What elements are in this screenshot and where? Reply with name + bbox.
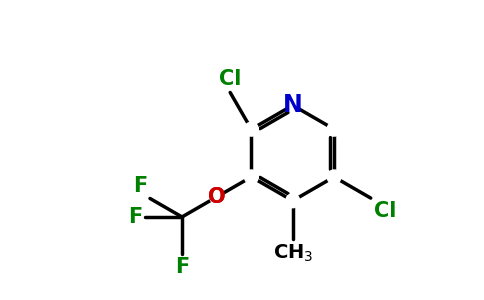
Circle shape xyxy=(286,98,300,112)
Text: Cl: Cl xyxy=(374,201,396,221)
Text: O: O xyxy=(208,187,226,207)
Circle shape xyxy=(244,122,258,136)
Text: F: F xyxy=(133,176,147,196)
Circle shape xyxy=(210,190,224,204)
Text: Cl: Cl xyxy=(219,69,242,89)
Circle shape xyxy=(327,122,341,136)
Text: O: O xyxy=(208,187,226,207)
Text: F: F xyxy=(128,207,142,227)
Text: N: N xyxy=(283,93,302,117)
Text: CH$_3$: CH$_3$ xyxy=(272,242,313,264)
Circle shape xyxy=(327,170,341,184)
Circle shape xyxy=(286,194,300,208)
Circle shape xyxy=(244,170,258,184)
Text: F: F xyxy=(175,257,189,277)
